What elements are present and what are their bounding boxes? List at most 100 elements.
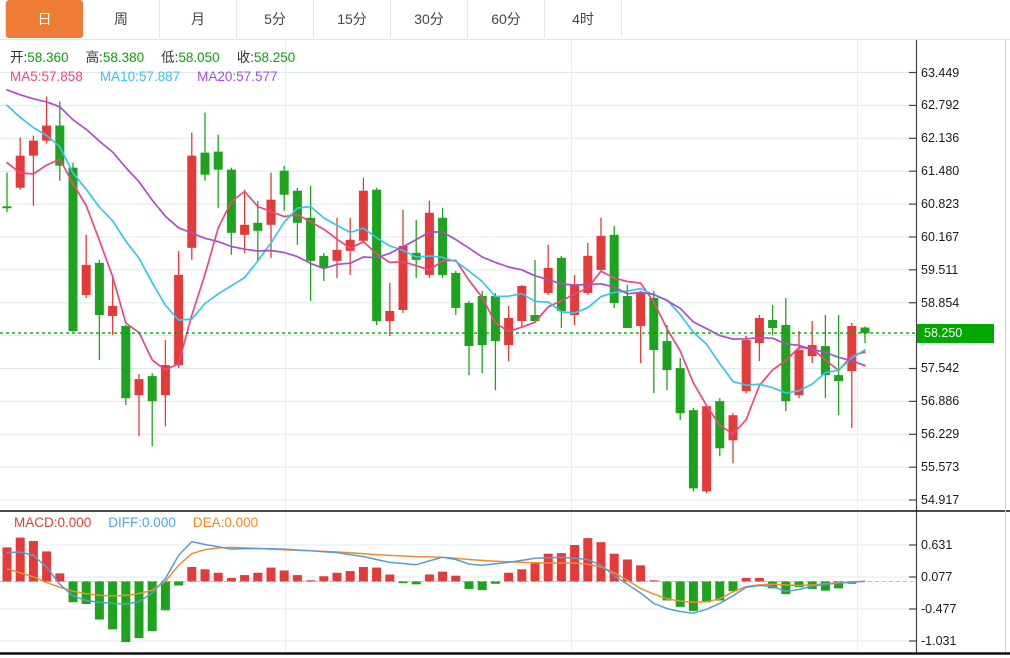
macd-bar-22 (292, 575, 302, 582)
candle-61 (807, 345, 817, 357)
axis-tick-label: 56.886 (921, 394, 960, 409)
tab-4hour[interactable]: 4时 (545, 0, 622, 38)
macd-bar-14 (187, 567, 197, 582)
macd-bar-29 (385, 574, 395, 582)
candle-48 (636, 292, 646, 327)
candle-55 (728, 415, 738, 441)
candle-1 (15, 155, 25, 188)
macd-bar-28 (372, 567, 382, 582)
axis-tick-label: 0.077 (921, 569, 953, 584)
candle-0 (2, 206, 12, 209)
macd-bar-59 (781, 581, 791, 595)
macd-bar-57 (754, 577, 764, 582)
candle-49 (649, 297, 659, 351)
candle-34 (451, 272, 461, 308)
macd-bar-10 (134, 581, 144, 639)
macd-bar-0 (2, 547, 12, 582)
candle-65 (860, 327, 870, 334)
macd-legend: MACD:0.000 DIFF:0.000 DEA:0.000 (14, 515, 275, 530)
ohlc-legend-item: 开:58.360 (10, 50, 69, 65)
macd-bar-2 (28, 541, 38, 582)
candle-30 (398, 245, 408, 310)
candle-36 (477, 295, 487, 346)
macd-bar-50 (662, 581, 672, 601)
axis-tick-label: 57.542 (921, 361, 960, 376)
macd-bar-45 (596, 542, 606, 582)
ohlc-legend: 开:58.360 高:58.380 低:58.050 收:58.250 (10, 46, 312, 66)
macd-bar-26 (345, 571, 355, 582)
ma-legend: MA5:57.858 MA10:57.887 MA20:57.577 (10, 69, 294, 84)
candle-40 (530, 314, 540, 321)
candle-27 (358, 190, 368, 241)
diff-line (6, 540, 866, 614)
tab-5min[interactable]: 5分 (237, 0, 314, 38)
candle-39 (517, 285, 527, 321)
ohlc-legend-item: 低:58.050 (161, 50, 220, 65)
candle-11 (147, 376, 157, 402)
macd-bar-47 (622, 559, 632, 582)
candle-44 (583, 255, 593, 293)
candle-57 (754, 317, 764, 344)
candle-7 (94, 262, 104, 315)
axis-tick-label: 62.792 (921, 98, 960, 113)
tab-60min[interactable]: 60分 (468, 0, 545, 38)
macd-bar-42 (556, 553, 566, 582)
candle-59 (781, 325, 791, 402)
macd-bar-32 (424, 574, 434, 582)
macd-bar-52 (688, 581, 698, 611)
candle-21 (279, 170, 289, 195)
tab-30min[interactable]: 30分 (391, 0, 468, 38)
macd-bar-53 (702, 581, 712, 603)
ma5-line (6, 158, 866, 436)
macd-bar-4 (55, 573, 65, 582)
axis-tick-label: -0.477 (921, 601, 957, 616)
candle-18 (240, 224, 250, 235)
macd-bar-19 (253, 572, 263, 582)
macd-bar-33 (438, 571, 448, 582)
macd-bar-1 (15, 537, 25, 582)
macd-bar-21 (279, 570, 289, 582)
dea-line (6, 546, 866, 603)
candle-28 (372, 189, 382, 321)
candle-9 (121, 326, 131, 399)
macd-bar-39 (517, 569, 527, 582)
candle-19 (253, 222, 263, 231)
candle-64 (847, 326, 857, 372)
macd-bar-25 (332, 572, 342, 582)
candle-2 (28, 140, 38, 156)
macd-bar-51 (675, 581, 685, 607)
candle-47 (622, 295, 632, 329)
tab-15min[interactable]: 15分 (314, 0, 391, 38)
candle-60 (794, 350, 804, 396)
axis-tick-label: 61.480 (921, 164, 960, 179)
candle-8 (108, 305, 118, 316)
tab-week[interactable]: 周 (83, 0, 160, 38)
macd-bar-63 (834, 581, 844, 589)
macd-bar-9 (121, 581, 131, 643)
ma-legend-item: MA10:57.887 (99, 69, 181, 84)
tab-month[interactable]: 月 (160, 0, 237, 38)
macd-bar-23 (306, 580, 316, 582)
macd-bar-60 (794, 581, 804, 588)
macd-bar-12 (160, 581, 170, 611)
candle-26 (345, 239, 355, 251)
axis-tick-label: 59.511 (921, 262, 959, 277)
macd-bar-30 (398, 581, 408, 584)
macd-bar-6 (81, 581, 91, 604)
axis-tick-label: 58.854 (921, 295, 960, 310)
macd-bar-36 (477, 581, 487, 591)
macd-bar-24 (319, 576, 329, 582)
candle-14 (187, 155, 197, 248)
axis-tick-label: 0.631 (921, 537, 953, 552)
macd-bar-35 (464, 581, 474, 589)
macd-bar-34 (451, 575, 461, 582)
candle-15 (200, 152, 210, 175)
candle-32 (424, 212, 434, 275)
axis-tick-label: 56.229 (921, 427, 960, 442)
macd-bar-38 (504, 572, 514, 582)
tab-day[interactable]: 日 (6, 0, 83, 38)
ma20-line (6, 88, 866, 367)
candle-33 (438, 217, 448, 275)
